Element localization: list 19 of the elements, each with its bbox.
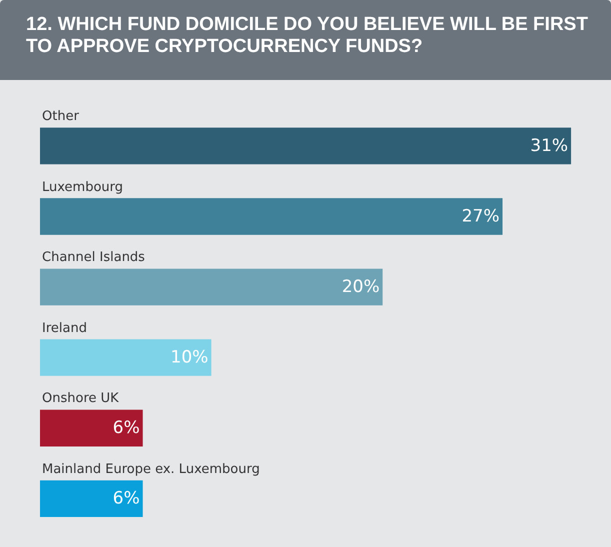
- y-tick-label: Channel Islands: [42, 250, 146, 265]
- y-tick-label: Other: [42, 109, 80, 124]
- data-label: 6%: [112, 418, 140, 438]
- bar: [40, 268, 383, 306]
- data-label: 27%: [462, 206, 500, 226]
- bar: [40, 480, 143, 518]
- chart-title: 12. WHICH FUND DOMICILE DO YOU BELIEVE WILL BE FIRST TO APPROVE CRYPTOCURRENCY FUNDS?: [0, 0, 611, 80]
- data-label: 20%: [342, 277, 380, 298]
- y-tick-label: Ireland: [42, 321, 87, 336]
- y-tick-label: Onshore UK: [42, 391, 120, 406]
- bar: [40, 198, 503, 235]
- bar: [40, 410, 143, 446]
- bar: [40, 339, 212, 376]
- data-label: 10%: [170, 348, 208, 368]
- y-tick-label: Mainland Europe ex. Luxembourg: [42, 462, 260, 477]
- data-label: 31%: [530, 136, 568, 156]
- data-label: 6%: [112, 488, 140, 509]
- y-tick-label: Luxembourg: [42, 180, 124, 195]
- bar: [40, 128, 572, 164]
